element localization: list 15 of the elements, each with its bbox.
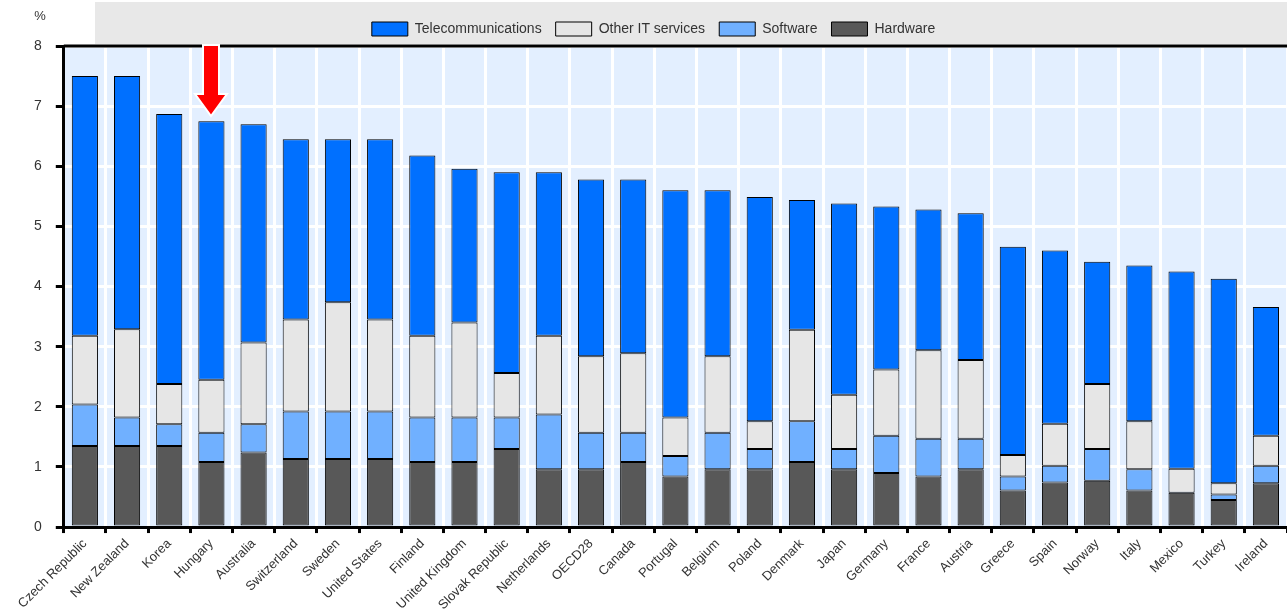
y-tick-label: 2	[33, 397, 42, 414]
y-tick-label: 6	[33, 157, 42, 174]
y-tick-label: 1	[33, 457, 42, 474]
y-tick-label: 7	[33, 96, 42, 113]
y-tick-label: 5	[33, 217, 42, 234]
legend-label: Other IT services	[598, 19, 705, 36]
y-tick-label: 8	[33, 36, 42, 53]
legend-label: Hardware	[874, 19, 936, 36]
x-tick-label: Italy	[1116, 535, 1145, 564]
y-axis-title: %	[34, 7, 47, 23]
y-tick-label: 3	[33, 337, 42, 354]
legend-label: Software	[762, 19, 818, 36]
legend-label: Telecommunications	[414, 19, 542, 36]
y-tick-label: 0	[33, 517, 42, 534]
y-tick-label: 4	[33, 277, 42, 294]
